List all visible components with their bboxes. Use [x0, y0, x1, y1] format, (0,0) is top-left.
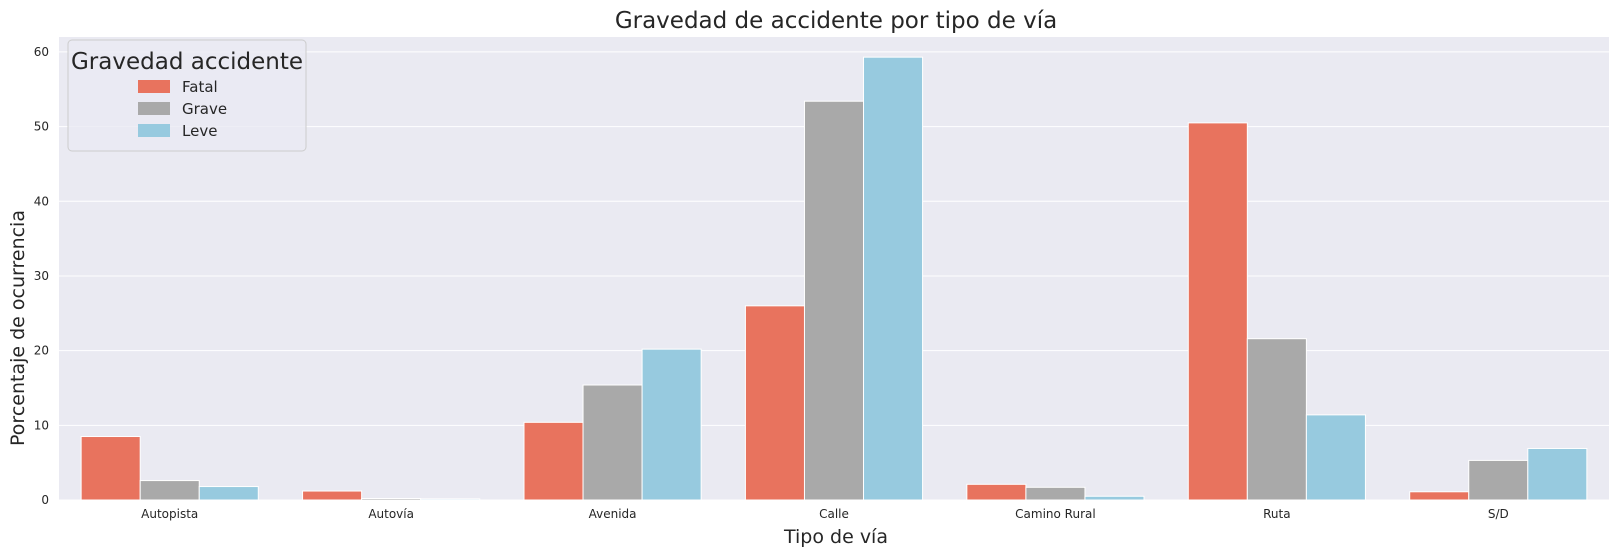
x-tick-labels: Autopista Autovía Avenida Calle Camino Rural…: [141, 507, 1509, 521]
y-tick-labels: 0 10 20 30 40 50 60: [34, 45, 49, 507]
x-tick-label: S/D: [1488, 507, 1509, 521]
bars: [80, 56, 1588, 501]
bar-fatal-3: [744, 305, 805, 501]
bar-fatal-0: [80, 436, 141, 501]
bar-fatal-6: [1409, 491, 1470, 501]
x-tick-label: Calle: [819, 507, 849, 521]
bar-leve-3: [863, 56, 924, 501]
x-tick-label: Ruta: [1263, 507, 1290, 521]
y-tick-label: 10: [34, 418, 49, 432]
legend-label-leve: Leve: [182, 122, 217, 140]
x-tick-label: Autopista: [141, 507, 198, 521]
bar-leve-1: [420, 498, 481, 501]
bar-leve-2: [641, 348, 702, 501]
y-tick-label: 30: [34, 269, 49, 283]
chart-title: Gravedad de accidente por tipo de vía: [615, 8, 1057, 34]
bar-leve-5: [1305, 414, 1366, 501]
legend-items: Fatal Grave Leve: [138, 78, 227, 140]
legend-box: [67, 39, 307, 152]
bar-leve-0: [198, 486, 259, 501]
y-tick-label: 60: [34, 45, 49, 59]
bar-leve-4: [1084, 495, 1145, 501]
y-tick-label: 40: [34, 194, 49, 208]
y-tick-label: 0: [41, 493, 49, 507]
x-tick-label: Avenida: [589, 507, 637, 521]
legend: Gravedad accidente Fatal Grave Leve: [67, 39, 307, 152]
y-axis-title: Porcentaje de ocurrencia: [7, 210, 29, 446]
bar-grave-6: [1468, 459, 1529, 501]
x-tick-label: Camino Rural: [1015, 507, 1096, 521]
bar-fatal-2: [523, 421, 584, 501]
x-axis-title: Tipo de vía: [783, 526, 888, 548]
bar-grave-4: [1025, 486, 1086, 501]
bar-grave-3: [803, 100, 865, 501]
bar-grave-5: [1246, 338, 1307, 501]
legend-title: Gravedad accidente: [71, 49, 303, 75]
x-tick-label: Autovía: [368, 507, 414, 521]
y-tick-label: 50: [34, 120, 49, 134]
bar-grave-1: [361, 498, 422, 501]
bar-fatal-4: [966, 483, 1027, 501]
bar-fatal-5: [1187, 122, 1248, 501]
bar-leve-6: [1527, 447, 1588, 501]
bar-grave-0: [139, 480, 200, 501]
legend-swatch-grave: [138, 102, 170, 115]
bar-grave-2: [582, 384, 643, 501]
legend-label-fatal: Fatal: [182, 78, 218, 96]
legend-swatch-leve: [138, 124, 170, 137]
y-tick-label: 20: [34, 344, 49, 358]
legend-label-grave: Grave: [182, 100, 227, 118]
legend-swatch-fatal: [138, 80, 170, 93]
bar-fatal-1: [302, 490, 363, 501]
